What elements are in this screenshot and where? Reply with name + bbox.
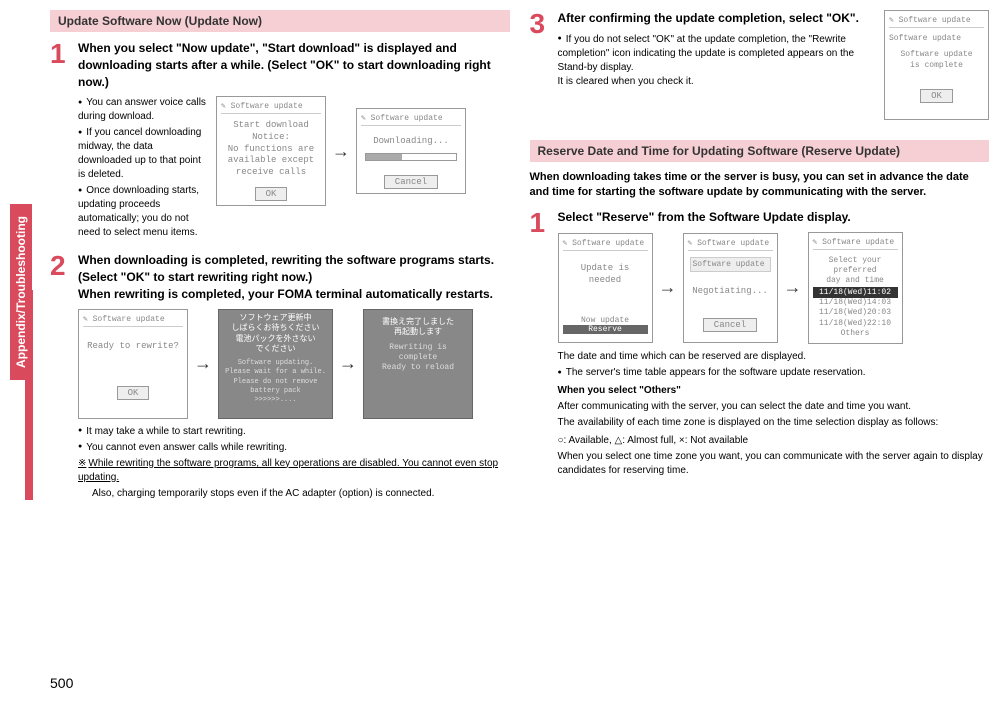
screen-text-en: Rewriting is complete Ready to reload bbox=[368, 343, 468, 374]
ok-button[interactable]: OK bbox=[920, 89, 953, 103]
step-number: 2 bbox=[50, 252, 70, 502]
ok-button[interactable]: OK bbox=[255, 187, 288, 201]
others-text: When you select one time zone you want, … bbox=[558, 450, 990, 478]
screen-title: Software update bbox=[688, 238, 773, 251]
selected-time[interactable]: 11/18(Wed)11:02 bbox=[813, 287, 898, 298]
screen-subtitle: Software update bbox=[889, 34, 984, 44]
step-number: 1 bbox=[530, 209, 550, 481]
progress-bar bbox=[365, 153, 457, 161]
arrow-icon: → bbox=[659, 277, 677, 298]
arrow-icon: → bbox=[332, 141, 350, 162]
screen-subtitle: Software update bbox=[690, 257, 771, 272]
time-options[interactable]: 11/18(Wed)14:03 11/18(Wed)20:03 11/18(We… bbox=[813, 298, 898, 340]
step-number: 3 bbox=[530, 10, 550, 91]
note-item: You can answer voice calls during downlo… bbox=[78, 96, 208, 124]
screen-updating: ソフトウェア更新中 しばらくお待ちください 電池パックを外さない でください S… bbox=[218, 309, 333, 419]
page-content: Update Software Now (Update Now) 1 When … bbox=[0, 0, 1004, 523]
arrow-icon: → bbox=[339, 353, 357, 374]
screen-text: Negotiating... bbox=[688, 286, 773, 298]
step-number: 1 bbox=[50, 40, 70, 242]
screen-update-needed: Software update Update is needed Now upd… bbox=[558, 233, 653, 343]
screen-title: Software update bbox=[889, 15, 984, 28]
side-tab: Appendix/Troubleshooting bbox=[10, 204, 32, 380]
step-title: When downloading is completed, rewriting… bbox=[78, 252, 510, 302]
note-text: The date and time which can be reserved … bbox=[558, 350, 990, 364]
others-text: After communicating with the server, you… bbox=[558, 400, 990, 414]
x-note: While rewriting the software programs, a… bbox=[78, 457, 510, 485]
screen-text-en: Software updating. Please wait for a whi… bbox=[223, 359, 328, 404]
screen-text-jp: ソフトウェア更新中 しばらくお待ちください 電池パックを外さない でください bbox=[223, 314, 328, 356]
option-reserve[interactable]: Reserve bbox=[563, 325, 648, 334]
reserve-step-1: 1 Select "Reserve" from the Software Upd… bbox=[530, 209, 990, 481]
screen-downloading: Software update Downloading... Cancel bbox=[356, 108, 466, 195]
step-title: Select "Reserve" from the Software Updat… bbox=[558, 209, 990, 226]
availability-legend: ○: Available, △: Almost full, ×: Not ava… bbox=[558, 434, 990, 448]
others-text: The availability of each time zone is di… bbox=[558, 416, 990, 430]
ok-button[interactable]: OK bbox=[117, 386, 150, 400]
reserve-intro: When downloading takes time or the serve… bbox=[530, 170, 990, 201]
screen-rewrite-complete: 書換え完了しました 再起動します Rewriting is complete R… bbox=[363, 309, 473, 419]
cancel-button[interactable]: Cancel bbox=[703, 318, 757, 332]
step-title: When you select "Now update", "Start dow… bbox=[78, 40, 510, 90]
section-header-update-now: Update Software Now (Update Now) bbox=[50, 10, 510, 32]
screen-title: Software update bbox=[221, 101, 321, 114]
arrow-icon: → bbox=[784, 277, 802, 298]
screen-title: Software update bbox=[813, 237, 898, 250]
x-note-cont: Also, charging temporarily stops even if… bbox=[78, 487, 510, 501]
right-column: Software update Software update Software… bbox=[530, 10, 990, 513]
step-1: 1 When you select "Now update", "Start d… bbox=[50, 40, 510, 242]
section-header-reserve: Reserve Date and Time for Updating Softw… bbox=[530, 140, 990, 162]
note-item: Once downloading starts, updating procee… bbox=[78, 184, 208, 240]
screen-text: Update is needed bbox=[563, 263, 648, 286]
screen-text-jp: 書換え完了しました 再起動します bbox=[368, 318, 468, 339]
option-now-update[interactable]: Now update bbox=[563, 316, 648, 325]
reserve-notes: The date and time which can be reserved … bbox=[558, 350, 990, 478]
others-title: When you select "Others" bbox=[558, 384, 990, 398]
step-title: After confirming the update completion, … bbox=[558, 10, 877, 27]
note-item: If you cancel downloading midway, the da… bbox=[78, 126, 208, 182]
step-3: 3 After confirming the update completion… bbox=[530, 10, 877, 91]
screen-text: Start download Notice: No functions are … bbox=[221, 120, 321, 178]
page-number: 500 bbox=[50, 675, 73, 691]
screen-negotiating: Software update Software update Negotiat… bbox=[683, 233, 778, 343]
note-item: You cannot even answer calls while rewri… bbox=[78, 441, 510, 455]
step2-notes: It may take a while to start rewriting. … bbox=[78, 425, 510, 501]
note-item: If you do not select "OK" at the update … bbox=[558, 33, 877, 89]
arrow-icon: → bbox=[194, 353, 212, 374]
screen-heading: Select your preferred day and time bbox=[813, 256, 898, 287]
step-notes: You can answer voice calls during downlo… bbox=[78, 96, 208, 240]
screen-start-download: Software update Start download Notice: N… bbox=[216, 96, 326, 205]
screen-title: Software update bbox=[361, 113, 461, 126]
step-notes: If you do not select "OK" at the update … bbox=[558, 33, 877, 89]
screen-text: Downloading... bbox=[361, 136, 461, 148]
screen-update-complete: Software update Software update Software… bbox=[884, 10, 989, 120]
cancel-button[interactable]: Cancel bbox=[384, 175, 438, 189]
screen-text: Ready to rewrite? bbox=[83, 341, 183, 353]
note-item: It may take a while to start rewriting. bbox=[78, 425, 510, 439]
screen-text: Software update is complete bbox=[889, 50, 984, 71]
screen-ready-rewrite: Software update Ready to rewrite? OK bbox=[78, 309, 188, 419]
note-item: The server's time table appears for the … bbox=[558, 366, 990, 380]
screen-title: Software update bbox=[83, 314, 183, 327]
screen-select-time: Software update Select your preferred da… bbox=[808, 232, 903, 345]
step-2: 2 When downloading is completed, rewriti… bbox=[50, 252, 510, 502]
left-column: Update Software Now (Update Now) 1 When … bbox=[50, 10, 510, 513]
screen-title: Software update bbox=[563, 238, 648, 251]
